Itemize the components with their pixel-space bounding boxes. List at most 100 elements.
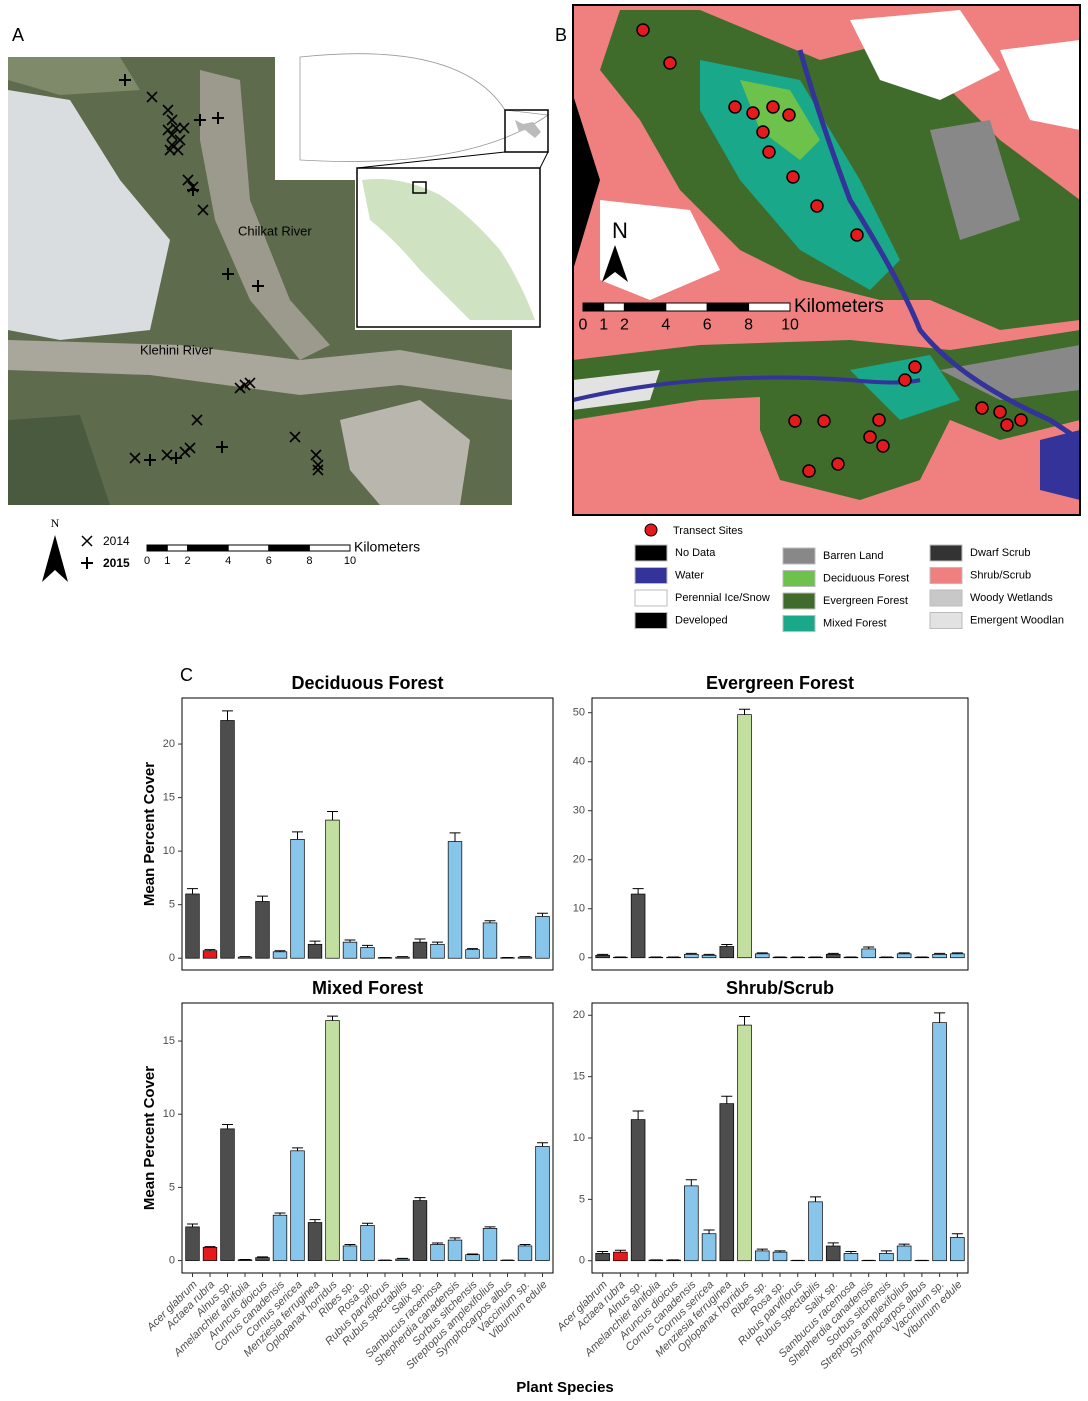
bar — [518, 957, 532, 958]
x-axis-label: Plant Species — [516, 1379, 614, 1396]
legend-label: Barren Land — [823, 550, 884, 562]
inset-leader — [357, 152, 505, 168]
bar — [186, 1227, 200, 1261]
transect-site — [811, 200, 823, 212]
y-tick-label: 30 — [573, 805, 585, 817]
bar — [221, 1129, 235, 1261]
bar — [238, 957, 252, 958]
y-tick-label: 0 — [579, 952, 585, 964]
bar — [844, 1253, 858, 1260]
transect-site — [747, 107, 759, 119]
error-bar — [240, 957, 251, 958]
bar — [343, 942, 357, 958]
scale-label: 1 — [599, 317, 608, 334]
plot-frame — [592, 1003, 968, 1273]
bar — [291, 1151, 305, 1261]
chart-title: Mixed Forest — [312, 978, 423, 998]
bar — [897, 954, 911, 958]
legend-label: 2014 — [103, 534, 130, 548]
legend-swatch — [783, 616, 815, 632]
transect-site — [864, 431, 876, 443]
transect-site — [664, 57, 676, 69]
bar — [221, 720, 235, 958]
y-tick-label: 5 — [169, 1181, 175, 1193]
bar — [203, 951, 217, 958]
bar — [536, 916, 550, 958]
bar — [702, 1234, 716, 1261]
panel-label: B — [555, 25, 567, 45]
bar — [518, 1246, 532, 1261]
bar — [326, 1021, 340, 1261]
y-tick-label: 0 — [169, 1254, 175, 1266]
legend-symbol — [82, 536, 92, 546]
scale-label: 10 — [781, 317, 799, 334]
transect-site — [899, 374, 911, 386]
river-label: Chilkat River — [238, 223, 312, 238]
y-tick-label: 50 — [573, 707, 585, 719]
bar — [862, 949, 876, 958]
scale-label: 0 — [144, 555, 150, 567]
scale-unit: Kilometers — [794, 296, 884, 317]
y-tick-label: 5 — [579, 1193, 585, 1205]
bar — [343, 1246, 357, 1261]
scale-segment — [666, 303, 707, 311]
bar — [613, 1252, 627, 1261]
bar — [396, 1259, 410, 1260]
error-bar — [397, 957, 408, 958]
y-tick-label: 10 — [573, 1132, 585, 1144]
scale-segment — [309, 545, 350, 551]
bar — [897, 1246, 911, 1261]
transect-site — [803, 465, 815, 477]
legend-swatch — [635, 590, 667, 606]
legend-swatch — [635, 613, 667, 629]
legend-swatch — [930, 613, 962, 629]
y-tick-label: 20 — [573, 854, 585, 866]
scale-bar: 01246810Kilometers — [144, 539, 420, 567]
panhandle — [515, 120, 541, 138]
inset-leader — [540, 152, 548, 168]
scale-segment — [147, 545, 167, 551]
y-tick-label: 20 — [573, 1009, 585, 1021]
plot-frame — [182, 698, 553, 970]
bar — [448, 841, 462, 958]
plot-frame — [592, 698, 968, 970]
scale-label: 0 — [579, 317, 588, 334]
bar — [326, 820, 340, 958]
bar — [203, 1247, 217, 1260]
legend-label: Developed — [675, 614, 728, 626]
scale-segment — [624, 303, 665, 311]
bar — [631, 1120, 645, 1261]
bar — [431, 1244, 445, 1260]
bar — [933, 1023, 947, 1261]
transect-site — [873, 414, 885, 426]
north-arrow — [42, 535, 68, 582]
transect-site — [767, 101, 779, 113]
legend-swatch — [783, 548, 815, 564]
legend-label: Mixed Forest — [823, 617, 887, 629]
bar — [826, 1246, 840, 1261]
bar — [256, 901, 270, 958]
scale-segment — [188, 545, 229, 551]
bar — [308, 944, 322, 958]
scale-label: 1 — [164, 555, 170, 567]
bar — [950, 954, 964, 958]
scale-segment — [167, 545, 187, 551]
panel-label: C — [180, 665, 193, 685]
legend-label: Perennial Ice/Snow — [675, 592, 770, 604]
transect-site — [851, 229, 863, 241]
transect-site — [994, 406, 1006, 418]
y-axis-label: Mean Percent Cover — [141, 762, 158, 906]
bar — [483, 1228, 497, 1260]
bar — [773, 1252, 787, 1261]
bar — [702, 955, 716, 957]
scale-label: 4 — [225, 555, 231, 567]
y-tick-label: 0 — [169, 952, 175, 964]
bar — [826, 954, 840, 957]
bar — [413, 1201, 427, 1261]
bar — [684, 1186, 698, 1261]
legend-swatch — [930, 590, 962, 606]
bar — [933, 954, 947, 957]
bar — [396, 957, 410, 958]
bar — [809, 1202, 823, 1261]
